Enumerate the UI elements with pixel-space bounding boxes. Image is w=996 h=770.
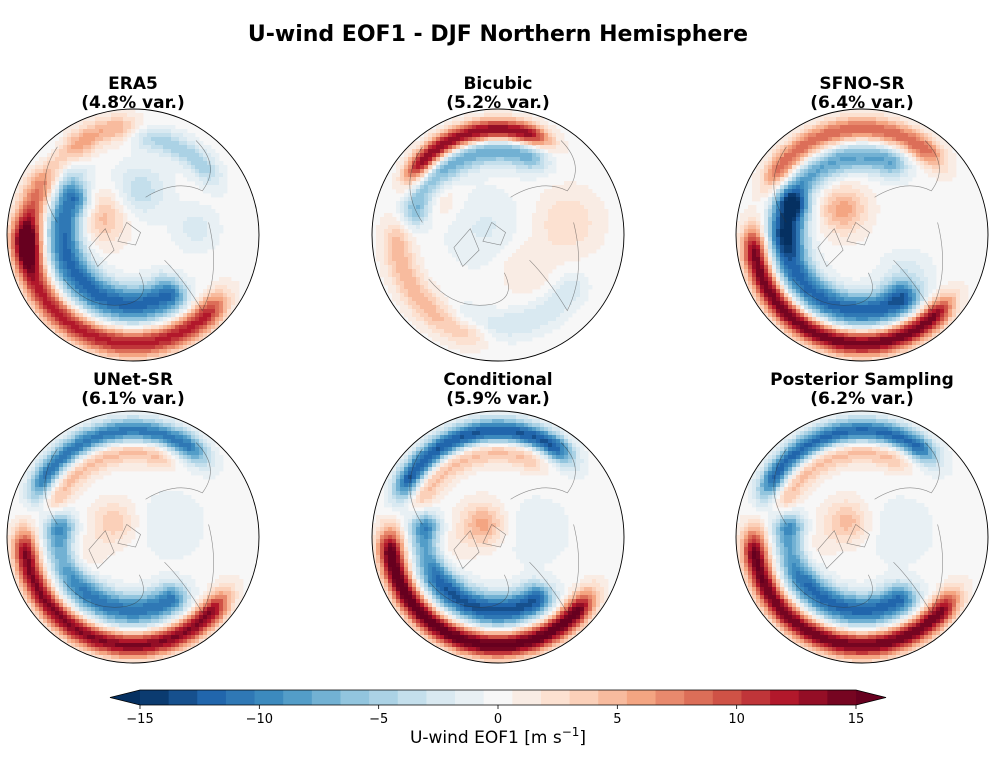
colorbar-segment [168, 690, 198, 705]
panel-title-sfno: SFNO-SR [819, 74, 904, 94]
colorbar-tick-label: 0 [494, 712, 502, 727]
map-boundary [371, 410, 625, 664]
colorbar-tick-label: 15 [848, 712, 865, 727]
map-boundary [735, 108, 989, 362]
colorbar-segment [283, 690, 313, 705]
colorbar-segment [254, 690, 284, 705]
field-posterior [736, 411, 988, 663]
panel-posterior: Posterior Sampling(6.2% var.) [735, 370, 989, 664]
panel-variance-posterior: (6.2% var.) [810, 389, 914, 409]
colorbar-segment [540, 690, 570, 705]
panel-variance-sfno: (6.4% var.) [810, 93, 914, 113]
colorbar-segment [369, 690, 399, 705]
field-unet [7, 411, 259, 663]
field-era5 [7, 109, 259, 361]
panel-grid: ERA5(4.8% var.) Bicubic(5.2% var.) SFNO-SR… [6, 74, 989, 664]
colorbar-segment [225, 690, 255, 705]
field-bicubic [372, 109, 624, 361]
colorbar-segment [455, 690, 485, 705]
panel-title-unet: UNet-SR [93, 370, 173, 390]
colorbar-segment [827, 690, 857, 705]
map-boundary [6, 410, 260, 664]
colorbar-tick-label: −5 [369, 712, 388, 727]
colorbar-segment [626, 690, 656, 705]
colorbar-tick-label: 5 [613, 712, 621, 727]
colorbar-segment [512, 690, 542, 705]
colorbar-segment [770, 690, 800, 705]
map-boundary [735, 410, 989, 664]
panel-variance-unet: (6.1% var.) [81, 389, 185, 409]
panel-variance-bicubic: (5.2% var.) [446, 93, 550, 113]
map-boundary [371, 108, 625, 362]
coastlines [410, 443, 579, 613]
colorbar-segment [397, 690, 427, 705]
field-conditional [372, 411, 624, 663]
panel-title-bicubic: Bicubic [463, 74, 532, 94]
colorbar-extend-min [110, 690, 140, 705]
colorbar-segment [483, 690, 513, 705]
map-boundary [6, 108, 260, 362]
colorbar-tick-label: −15 [126, 712, 153, 727]
colorbar-segment [798, 690, 828, 705]
coastlines [45, 443, 214, 613]
colorbar-segment [311, 690, 341, 705]
coastlines [45, 141, 214, 311]
panel-bicubic: Bicubic(5.2% var.) [371, 74, 625, 362]
panel-unet: UNet-SR(6.1% var.) [6, 370, 260, 664]
coastlines [774, 443, 943, 613]
panel-variance-conditional: (5.9% var.) [446, 389, 550, 409]
figure-title: U-wind EOF1 - DJF Northern Hemisphere [248, 22, 748, 47]
colorbar-segment [569, 690, 599, 705]
coastlines [774, 141, 943, 311]
panel-sfno: SFNO-SR(6.4% var.) [735, 74, 989, 362]
colorbar: −15 −10 −5 0 5 10 15 U-wind EOF1 [m s−1] [109, 689, 887, 748]
field-sfno [736, 109, 988, 361]
colorbar-segment [712, 690, 742, 705]
panel-title-posterior: Posterior Sampling [770, 370, 954, 390]
colorbar-segment [684, 690, 714, 705]
coastlines [410, 141, 579, 311]
panel-conditional: Conditional(5.9% var.) [371, 370, 625, 664]
panel-variance-era5: (4.8% var.) [81, 93, 185, 113]
panel-title-era5: ERA5 [108, 74, 158, 94]
colorbar-segment [598, 690, 628, 705]
colorbar-tick-label: −10 [246, 712, 273, 727]
colorbar-segment [140, 690, 170, 705]
panel-title-conditional: Conditional [443, 370, 552, 390]
colorbar-segment [340, 690, 370, 705]
colorbar-segment [197, 690, 227, 705]
panel-era5: ERA5(4.8% var.) [6, 74, 260, 362]
colorbar-extend-max [856, 690, 886, 705]
colorbar-label: U-wind EOF1 [m s−1] [410, 725, 586, 748]
colorbar-tick-label: 10 [728, 712, 745, 727]
colorbar-segment [741, 690, 771, 705]
colorbar-segment [426, 690, 456, 705]
colorbar-segment [655, 690, 685, 705]
